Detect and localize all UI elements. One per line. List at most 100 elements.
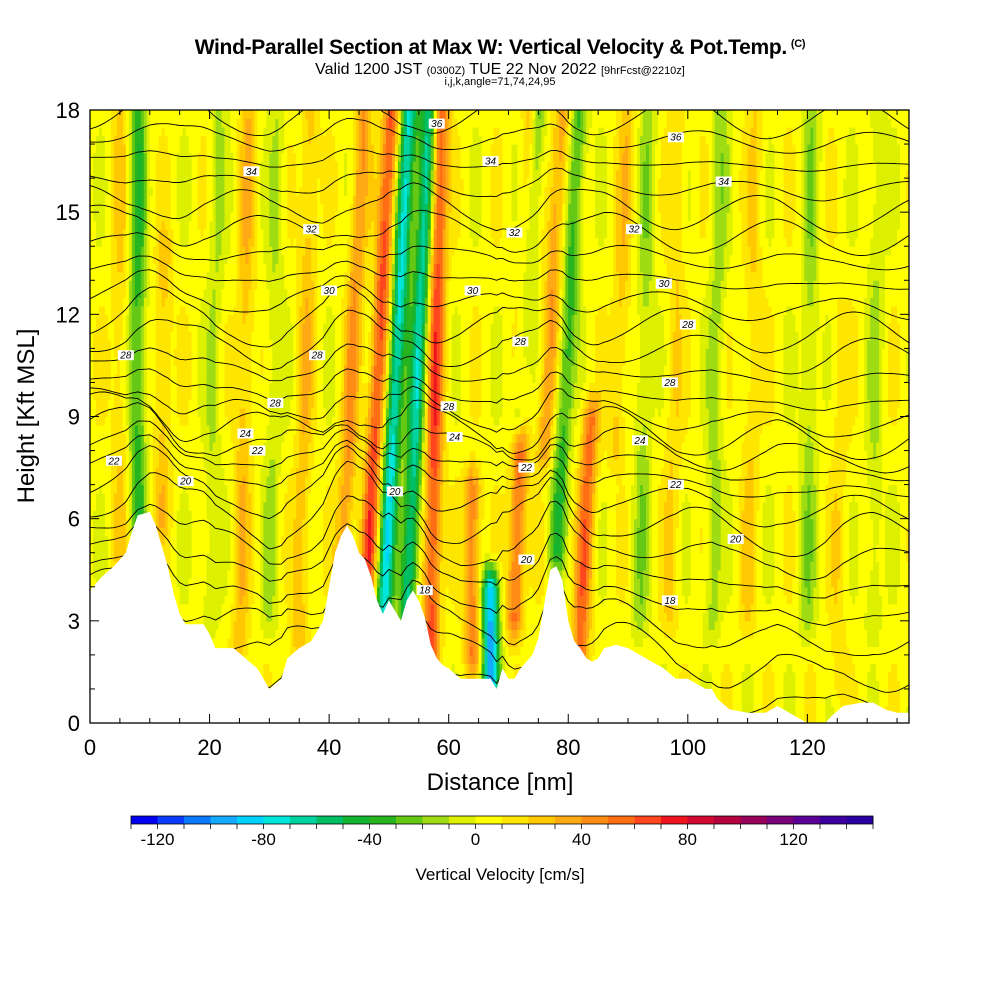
velocity-cell	[107, 254, 112, 264]
velocity-cell	[95, 135, 100, 145]
velocity-cell	[95, 161, 100, 171]
velocity-cell	[122, 288, 127, 298]
velocity-cell	[122, 127, 127, 137]
velocity-cell	[104, 493, 109, 503]
velocity-cell	[122, 373, 127, 384]
velocity-cell	[98, 263, 103, 273]
velocity-cell	[113, 110, 118, 120]
velocity-cell	[110, 246, 115, 256]
velocity-cell	[113, 178, 118, 188]
velocity-cell	[119, 237, 124, 247]
velocity-cell	[104, 135, 109, 145]
velocity-cell	[107, 110, 112, 120]
velocity-cell	[128, 510, 133, 520]
velocity-cell	[110, 339, 115, 349]
velocity-cell	[98, 144, 103, 154]
velocity-cell	[122, 229, 127, 239]
velocity-cell	[122, 254, 127, 264]
velocity-cell	[92, 212, 97, 222]
velocity-cell	[116, 399, 121, 409]
velocity-cell	[90, 118, 94, 128]
velocity-cell	[104, 127, 109, 137]
velocity-cell	[122, 425, 127, 435]
velocity-cell	[122, 263, 127, 273]
velocity-cell	[122, 203, 127, 213]
velocity-cell	[113, 390, 118, 401]
velocity-cell	[90, 459, 94, 469]
velocity-cell	[98, 561, 103, 571]
velocity-cell	[113, 467, 118, 477]
velocity-cell	[98, 535, 103, 545]
velocity-cell	[110, 527, 115, 537]
velocity-cell	[90, 493, 94, 503]
velocity-cell	[122, 152, 127, 162]
velocity-cell	[98, 212, 103, 222]
velocity-cell	[119, 450, 124, 460]
velocity-cell	[95, 433, 100, 443]
velocity-cell	[90, 356, 94, 367]
velocity-cell	[95, 501, 100, 511]
velocity-cell	[116, 416, 121, 426]
velocity-cell	[98, 127, 103, 137]
velocity-cell	[113, 493, 118, 503]
velocity-cell	[110, 356, 115, 367]
velocity-cell	[107, 373, 112, 384]
velocity-cell	[107, 365, 112, 375]
velocity-cell	[101, 493, 106, 503]
velocity-cell	[128, 203, 133, 213]
velocity-cell	[95, 331, 100, 341]
velocity-cell	[110, 127, 115, 137]
velocity-cell	[116, 518, 121, 528]
velocity-cell	[104, 467, 109, 477]
velocity-cell	[107, 237, 112, 247]
velocity-cell	[95, 510, 100, 520]
velocity-cell	[116, 322, 121, 332]
velocity-cell	[116, 288, 121, 298]
velocity-cell	[95, 195, 100, 205]
velocity-cell	[128, 476, 133, 486]
velocity-cell	[95, 127, 100, 137]
velocity-cell	[90, 271, 94, 281]
velocity-cell	[101, 339, 106, 349]
velocity-cell	[119, 212, 124, 222]
velocity-cell	[113, 535, 118, 545]
velocity-cell	[90, 365, 94, 375]
velocity-cell	[122, 322, 127, 332]
velocity-cell	[104, 382, 109, 392]
valid-prefix: Valid 1200 JST	[315, 61, 422, 78]
velocity-cell	[104, 416, 109, 426]
velocity-cell	[110, 348, 115, 358]
velocity-cell	[122, 212, 127, 222]
velocity-cell	[119, 493, 124, 503]
velocity-cell	[90, 314, 94, 324]
velocity-cell	[98, 450, 103, 460]
velocity-cell	[110, 314, 115, 324]
velocity-cell	[125, 518, 130, 528]
velocity-cell	[107, 305, 112, 315]
velocity-cell	[116, 339, 121, 349]
velocity-cell	[95, 212, 100, 222]
velocity-cell	[98, 518, 103, 528]
velocity-cell	[101, 110, 106, 120]
velocity-cell	[98, 425, 103, 435]
velocity-cell	[107, 169, 112, 179]
velocity-cell	[116, 476, 121, 486]
velocity-cell	[92, 578, 97, 588]
velocity-cell	[113, 382, 118, 392]
velocity-cell	[95, 263, 100, 273]
velocity-cell	[95, 280, 100, 290]
velocity-cell	[101, 390, 106, 401]
velocity-cell	[101, 535, 106, 545]
velocity-cell	[110, 416, 115, 426]
velocity-cell	[113, 314, 118, 324]
velocity-cell	[107, 297, 112, 307]
velocity-cell	[92, 390, 97, 401]
velocity-cell	[101, 467, 106, 477]
velocity-cell	[104, 433, 109, 443]
velocity-cell	[119, 297, 124, 307]
velocity-cell	[110, 544, 115, 554]
velocity-cell	[95, 356, 100, 367]
velocity-cell	[119, 442, 124, 452]
velocity-cell	[104, 263, 109, 273]
velocity-cell	[101, 178, 106, 188]
